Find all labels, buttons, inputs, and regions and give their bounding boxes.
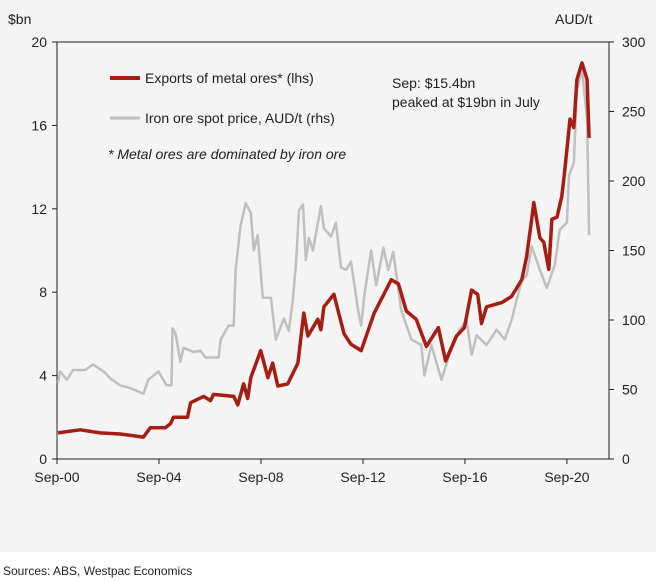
legend-label-iron-ore: Iron ore spot price, AUD/t (rhs) <box>145 110 335 126</box>
right-axis-label: AUD/t <box>555 11 592 27</box>
left-tick-label: 0 <box>39 451 47 467</box>
right-tick-label: 0 <box>622 451 630 467</box>
left-tick-label: 20 <box>31 34 47 50</box>
left-axis-label: $bn <box>8 11 31 27</box>
left-tick-label: 16 <box>31 117 47 133</box>
right-tick-label: 150 <box>622 243 646 259</box>
series-line-exports <box>57 61 591 439</box>
x-tick-label: Sep-20 <box>544 469 589 485</box>
right-tick-label: 100 <box>622 312 646 328</box>
series-line-iron-ore <box>56 67 591 395</box>
chart-background <box>0 0 656 552</box>
x-tick-label: Sep-08 <box>238 469 283 485</box>
right-tick-label: 300 <box>622 34 646 50</box>
x-tick-label: Sep-12 <box>340 469 385 485</box>
footnote: * Metal ores are dominated by iron ore <box>108 146 346 162</box>
left-tick-label: 8 <box>39 284 47 300</box>
x-tick-label: Sep-00 <box>34 469 79 485</box>
right-tick-label: 50 <box>622 382 638 398</box>
right-tick-label: 200 <box>622 173 646 189</box>
callout-line-2: peaked at $19bn in July <box>392 94 540 110</box>
x-tick-label: Sep-16 <box>442 469 487 485</box>
left-tick-label: 4 <box>39 368 47 384</box>
callout-line-1: Sep: $15.4bn <box>392 75 475 91</box>
x-tick-label: Sep-04 <box>136 469 181 485</box>
source-note: Sources: ABS, Westpac Economics <box>3 564 192 578</box>
left-tick-label: 12 <box>31 201 47 217</box>
legend-label-exports: Exports of metal ores* (lhs) <box>145 70 314 86</box>
right-tick-label: 250 <box>622 104 646 120</box>
